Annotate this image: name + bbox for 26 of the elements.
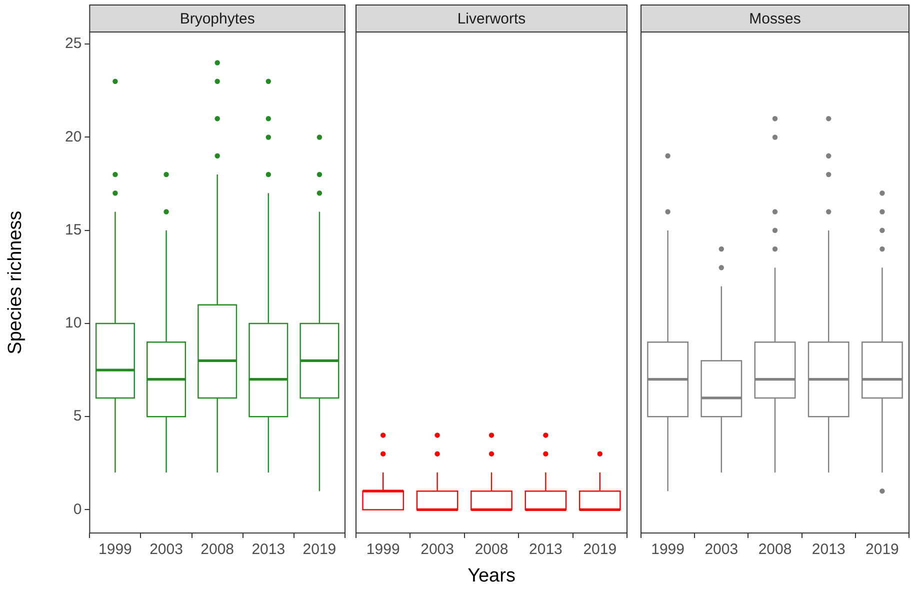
y-tick-label: 15 <box>64 221 82 238</box>
y-tick-label: 0 <box>73 500 82 518</box>
y-axis-title: Species richness <box>5 210 26 354</box>
y-tick-label: 25 <box>64 35 82 52</box>
x-tick-label: 2008 <box>758 541 792 558</box>
x-tick-label: 2013 <box>252 541 286 558</box>
y-tick-label: 5 <box>73 408 82 425</box>
x-tick-label: 1999 <box>366 541 400 558</box>
x-tick-label: 2003 <box>704 541 738 558</box>
x-tick-label: 2008 <box>474 541 508 558</box>
x-tick-label: 2003 <box>150 541 183 558</box>
x-axis-title: Years <box>468 566 516 587</box>
x-tick-label: 2019 <box>583 541 617 558</box>
x-tick-label: 2008 <box>200 541 234 558</box>
x-tick-label: 2003 <box>420 541 454 558</box>
x-tick-label: 1999 <box>651 541 684 558</box>
chart-title: Bryophytes <box>180 10 255 28</box>
x-tick-label: 2019 <box>866 541 899 558</box>
x-tick-label: 2013 <box>529 541 562 558</box>
chart-title: Liverworts <box>457 10 526 28</box>
y-tick-label: 20 <box>64 128 82 146</box>
chart-title: Mosses <box>749 10 801 28</box>
x-tick-label: 1999 <box>98 541 132 558</box>
y-tick-label: 10 <box>64 314 82 332</box>
x-tick-label: 2013 <box>812 541 846 558</box>
x-tick-label: 2019 <box>302 541 336 558</box>
